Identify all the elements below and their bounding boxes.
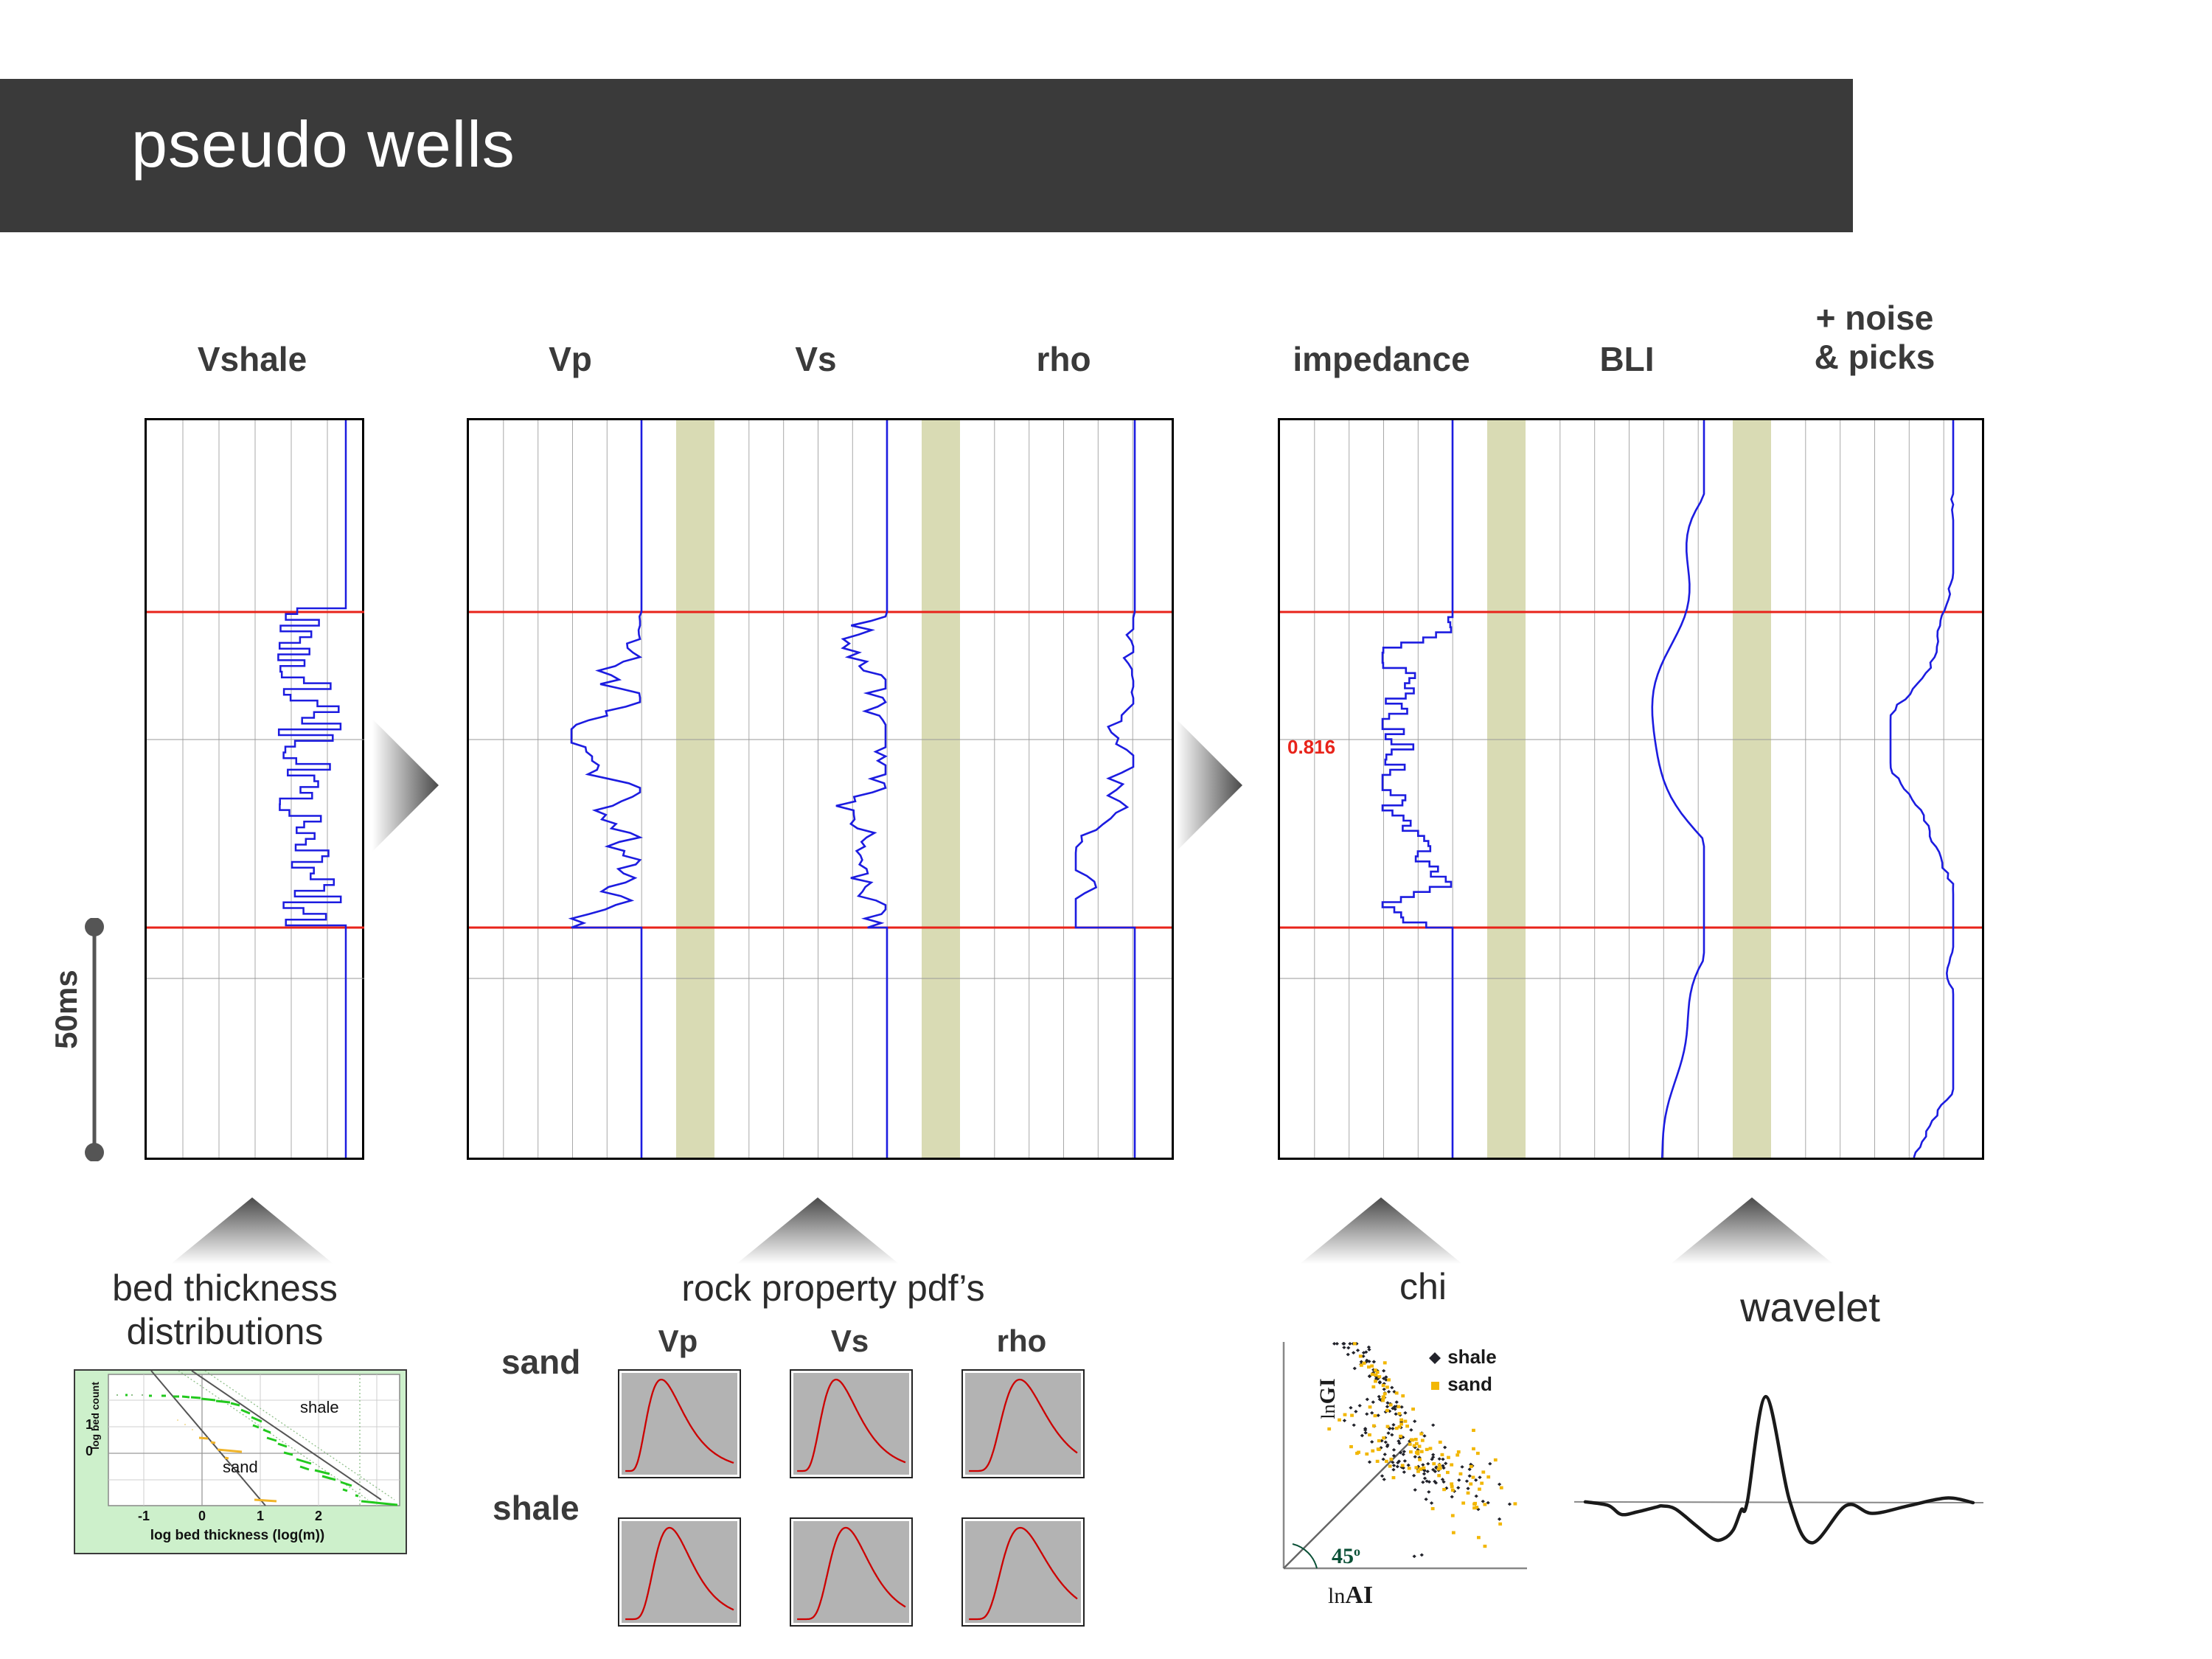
svg-text:-1: -1 [138,1509,150,1523]
svg-text:shale: shale [300,1398,339,1416]
svg-text:0.816: 0.816 [1287,736,1335,758]
svg-text:2: 2 [315,1509,322,1523]
svg-text:1: 1 [257,1509,264,1523]
svg-text:0: 0 [198,1509,206,1523]
svg-text:45o: 45o [1332,1544,1360,1568]
svg-text:sand: sand [223,1458,258,1476]
